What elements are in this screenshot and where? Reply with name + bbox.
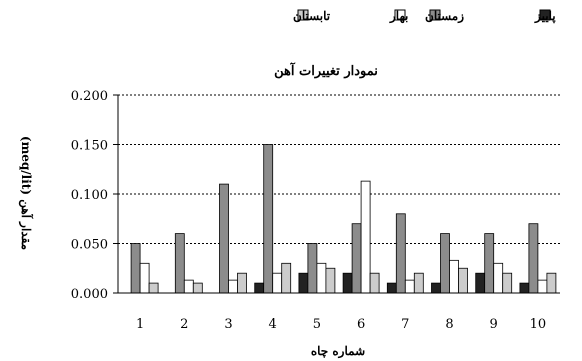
- x-tick-label: 7: [401, 317, 409, 332]
- bar-3-well-7: [404, 279, 415, 294]
- y-tick-labels: 0.000 0.050 0.100 0.150 0.200: [71, 89, 108, 302]
- y-tick-label: 0.200: [71, 89, 108, 104]
- legend: پاییز زمستان بهار تابستان: [293, 9, 556, 24]
- bar-4-well-2: [192, 282, 203, 294]
- bar-2-well-2: [174, 233, 185, 294]
- legend-label: بهار: [389, 9, 408, 24]
- bar-3-well-10: [537, 279, 548, 294]
- bar-2-well-4: [263, 144, 274, 294]
- bar-3-well-1: [139, 262, 150, 294]
- x-tick-label: 6: [357, 317, 365, 332]
- y-tick-label: 0.000: [71, 287, 108, 302]
- legend-label: زمستان: [425, 9, 464, 24]
- bar-4-well-7: [413, 272, 424, 294]
- bars: [130, 144, 557, 294]
- bar-4-well-8: [458, 267, 468, 294]
- bar-2-well-3: [219, 183, 229, 294]
- bar-2-well-9: [484, 233, 495, 294]
- legend-swatch: [297, 9, 309, 21]
- bar-4-well-10: [546, 272, 557, 294]
- bar-1-well-10: [519, 282, 530, 294]
- bar-4-well-5: [325, 267, 336, 294]
- bar-1-well-5: [298, 272, 309, 294]
- bar-1-well-8: [431, 282, 441, 294]
- bar-3-well-9: [493, 262, 504, 294]
- y-axis-title: مقدار آهن (meq/lit): [18, 136, 35, 250]
- bar-1-well-4: [254, 282, 265, 294]
- y-tick-label: 0.050: [71, 238, 108, 253]
- bar-2-well-5: [307, 243, 318, 294]
- bar-1-well-9: [475, 272, 486, 294]
- axes: [117, 95, 560, 294]
- legend-label: تابستان: [293, 9, 331, 23]
- bar-1-well-7: [386, 282, 397, 294]
- legend-item-4: تابستان: [293, 9, 331, 23]
- legend-swatch: [429, 9, 441, 21]
- legend-swatch: [539, 9, 551, 21]
- bar-2-well-6: [351, 223, 362, 294]
- bar-4-well-1: [148, 282, 159, 294]
- bar-4-well-3: [237, 272, 247, 294]
- x-tick-label: 3: [224, 317, 232, 332]
- bar-4-well-9: [502, 272, 513, 294]
- bar-2-well-7: [395, 213, 406, 294]
- y-tick-label: 0.150: [71, 139, 108, 154]
- bar-2-well-1: [130, 243, 141, 294]
- legend-label: پاییز: [534, 9, 556, 24]
- bar-3-well-3: [228, 279, 238, 294]
- bar-3-well-4: [272, 272, 283, 294]
- chart-title: نمودار تغییرات آهن: [274, 62, 378, 79]
- bar-4-well-4: [281, 262, 292, 294]
- bar-1-well-6: [342, 272, 353, 294]
- x-tick-labels: 1 2 3 4 5 6 7 8 9 10: [136, 317, 546, 332]
- legend-item-3: بهار: [389, 9, 408, 24]
- bar-3-well-8: [449, 259, 459, 294]
- x-tick-label: 2: [180, 317, 188, 332]
- x-tick-label: 9: [490, 317, 498, 332]
- x-tick-label: 5: [313, 317, 321, 332]
- bar-2-well-10: [528, 223, 539, 294]
- bar-2-well-8: [440, 233, 450, 294]
- x-tick-label: 4: [269, 317, 277, 332]
- legend-item-2: زمستان: [425, 9, 464, 24]
- x-tick-label: 8: [445, 317, 453, 332]
- bar-3-well-5: [316, 262, 327, 294]
- bar-3-well-2: [183, 279, 194, 294]
- x-tick-label: 10: [530, 317, 547, 332]
- legend-swatch: [394, 9, 406, 21]
- bar-3-well-6: [360, 180, 371, 294]
- x-axis-title: شماره چاه: [311, 344, 365, 359]
- legend-item-1: پاییز: [534, 9, 556, 24]
- y-tick-label: 0.100: [71, 188, 108, 203]
- bar-4-well-6: [369, 272, 380, 294]
- x-tick-label: 1: [136, 317, 144, 332]
